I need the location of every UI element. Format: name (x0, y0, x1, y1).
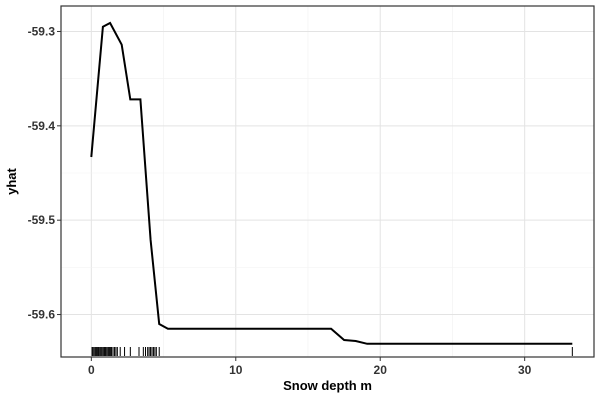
panel-border (60, 5, 595, 358)
x-axis-title: Snow depth m (283, 378, 372, 393)
y-tick-label: -59.4 (28, 119, 56, 133)
y-tick-label: -59.5 (28, 213, 56, 227)
grid (61, 6, 594, 357)
axis-ticks: 0 10 20 30 -59.3 -59.4 -59.5 -59.6 (28, 24, 532, 377)
y-axis-title: yhat (4, 167, 19, 194)
x-tick-label: 0 (88, 363, 95, 377)
series-line (90, 21, 573, 345)
rug (91, 347, 573, 356)
y-tick-label: -59.6 (28, 308, 56, 322)
x-tick-label: 10 (229, 363, 243, 377)
y-tick-label: -59.3 (28, 24, 56, 38)
x-tick-label: 20 (374, 363, 388, 377)
x-tick-label: 30 (518, 363, 532, 377)
